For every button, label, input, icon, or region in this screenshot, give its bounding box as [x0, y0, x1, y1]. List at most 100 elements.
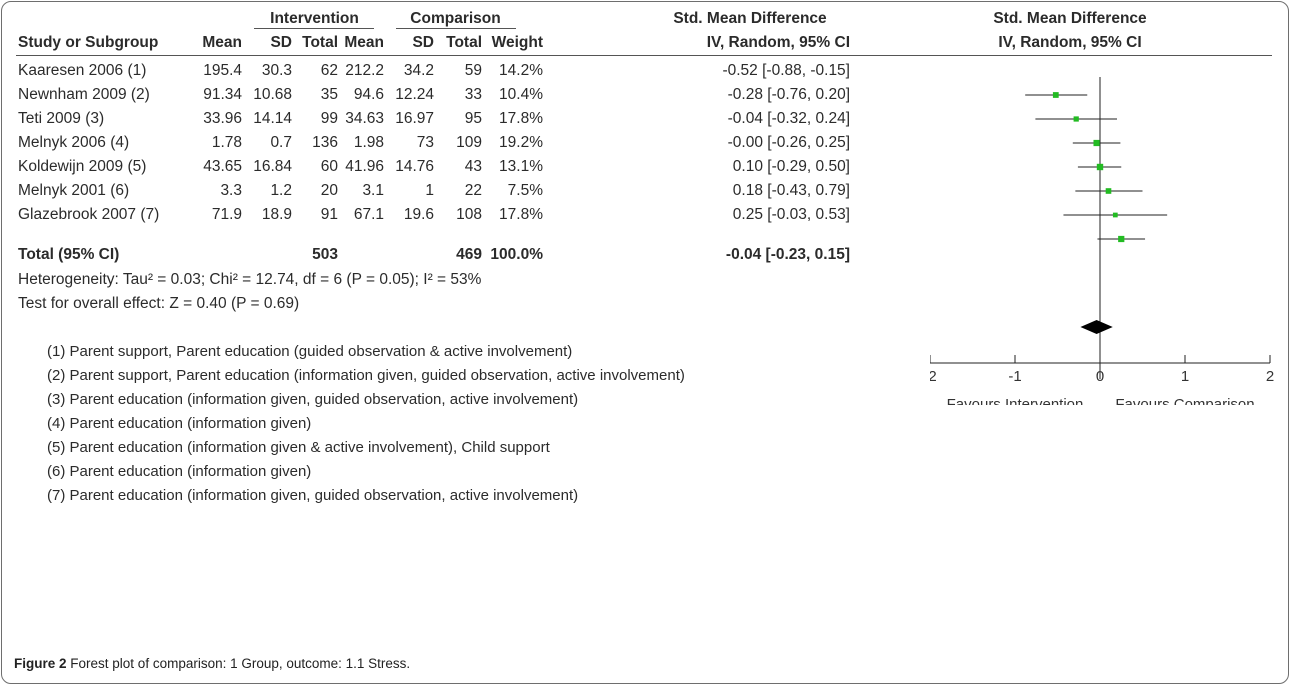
x-tick-label: -2 [930, 368, 937, 385]
comparison-mean: 212.2 [345, 62, 384, 79]
header-smd-plot: Std. Mean Difference [993, 10, 1147, 27]
comparison-sd: 16.97 [395, 110, 434, 127]
comparison-sd: 1 [425, 182, 434, 199]
comparison-total: 95 [464, 110, 482, 127]
header-sd-1: SD [270, 34, 292, 51]
intervention-mean: 1.78 [211, 134, 242, 151]
comparison-mean: 41.96 [345, 158, 384, 175]
study-name: Newnham 2009 (2) [18, 86, 150, 103]
study-weight: 13.1% [499, 158, 543, 175]
comparison-sd: 14.76 [395, 158, 434, 175]
comparison-total: 22 [464, 182, 482, 199]
figure-caption: Figure 2 Forest plot of comparison: 1 Gr… [14, 656, 410, 671]
intervention-sd: 30.3 [261, 62, 292, 79]
intervention-sd: 0.7 [270, 134, 292, 151]
header-sd-2: SD [412, 34, 434, 51]
intervention-total: 60 [320, 158, 338, 175]
x-tick-label: 0 [1096, 368, 1104, 385]
study-marker [1096, 163, 1104, 171]
study-name: Koldewijn 2009 (5) [18, 158, 147, 175]
intervention-mean: 71.9 [211, 206, 242, 223]
favours-intervention-label: Favours Intervention [947, 396, 1084, 405]
study-weight: 14.2% [499, 62, 543, 79]
caption-label: Figure 2 [14, 656, 67, 671]
comparison-sd: 19.6 [403, 206, 434, 223]
header-rule [16, 55, 1272, 56]
intervention-sd: 10.68 [253, 86, 292, 103]
comparison-mean: 34.63 [345, 110, 384, 127]
header-comparison: Comparison [410, 10, 501, 27]
comparison-sd: 73 [416, 134, 434, 151]
study-name: Melnyk 2001 (6) [18, 182, 130, 199]
header-smd-table: Std. Mean Difference [673, 10, 827, 27]
footnote: (2) Parent support, Parent education (in… [47, 367, 685, 384]
total-weight: 100.0% [490, 246, 543, 263]
intervention-mean: 91.34 [203, 86, 242, 103]
intervention-mean: 3.3 [220, 182, 242, 199]
comparison-mean: 3.1 [362, 182, 384, 199]
intervention-total: 136 [312, 134, 338, 151]
pooled-diamond [1080, 320, 1113, 334]
study-marker [1112, 212, 1118, 218]
study-marker [1093, 139, 1100, 147]
rule-intervention [254, 28, 374, 29]
comparison-sd: 12.24 [395, 86, 434, 103]
x-tick-label: 2 [1266, 368, 1274, 385]
header-mean-1: Mean [202, 34, 242, 51]
intervention-sd: 16.84 [253, 158, 292, 175]
footnote: (6) Parent education (information given) [47, 463, 312, 480]
study-name: Teti 2009 (3) [18, 110, 105, 127]
study-weight: 17.8% [499, 110, 543, 127]
total-label: Total (95% CI) [18, 246, 120, 263]
study-ci: -0.52 [-0.88, -0.15] [722, 62, 850, 79]
intervention-sd: 14.14 [253, 110, 292, 127]
comparison-total: 109 [456, 134, 482, 151]
comparison-total: 108 [456, 206, 482, 223]
footnote: (4) Parent education (information given) [47, 415, 312, 432]
header-ci: IV, Random, 95% CI [706, 34, 850, 51]
comparison-total: 33 [464, 86, 482, 103]
intervention-sd: 1.2 [270, 182, 292, 199]
total-ci: -0.04 [-0.23, 0.15] [725, 246, 850, 263]
intervention-total: 20 [320, 182, 338, 199]
footnote: (3) Parent education (information given,… [47, 391, 579, 408]
total-comparison: 469 [456, 246, 482, 263]
comparison-total: 59 [464, 62, 482, 79]
header-total-2: Total [446, 34, 482, 51]
intervention-total: 35 [320, 86, 338, 103]
header-study: Study or Subgroup [18, 34, 159, 51]
intervention-total: 99 [320, 110, 338, 127]
header-plot-method: IV, Random, 95% CI [998, 34, 1142, 51]
study-weight: 10.4% [499, 86, 543, 103]
study-name: Kaaresen 2006 (1) [18, 62, 147, 79]
comparison-total: 43 [464, 158, 482, 175]
header-weight: Weight [491, 34, 543, 51]
header-total-1: Total [302, 34, 338, 51]
study-ci: -0.28 [-0.76, 0.20] [727, 86, 850, 103]
intervention-mean: 195.4 [203, 62, 242, 79]
study-ci: 0.18 [-0.43, 0.79] [732, 182, 850, 199]
intervention-total: 62 [320, 62, 338, 79]
header-intervention: Intervention [270, 10, 359, 27]
study-name: Glazebrook 2007 (7) [18, 206, 160, 223]
study-weight: 19.2% [499, 134, 543, 151]
study-marker [1118, 235, 1125, 243]
study-weight: 17.8% [499, 206, 543, 223]
header-mean-2: Mean [344, 34, 384, 51]
x-tick-label: 1 [1181, 368, 1189, 385]
intervention-total: 91 [320, 206, 338, 223]
intervention-mean: 33.96 [203, 110, 242, 127]
study-ci: 0.25 [-0.03, 0.53] [732, 206, 850, 223]
comparison-mean: 94.6 [353, 86, 384, 103]
study-ci: -0.04 [-0.32, 0.24] [727, 110, 850, 127]
intervention-sd: 18.9 [261, 206, 292, 223]
heterogeneity-text: Heterogeneity: Tau² = 0.03; Chi² = 12.74… [18, 271, 482, 288]
footnote: (5) Parent education (information given … [47, 439, 550, 456]
comparison-sd: 34.2 [403, 62, 434, 79]
forest-plot: -2 -1 0 1 2 Favours Intervention Favours Compa… [930, 77, 1274, 405]
overall-effect-text: Test for overall effect: Z = 0.40 (P = 0… [18, 295, 300, 312]
rule-comparison [396, 28, 516, 29]
footnote: (7) Parent education (information given,… [47, 487, 579, 504]
comparison-mean: 1.98 [353, 134, 384, 151]
